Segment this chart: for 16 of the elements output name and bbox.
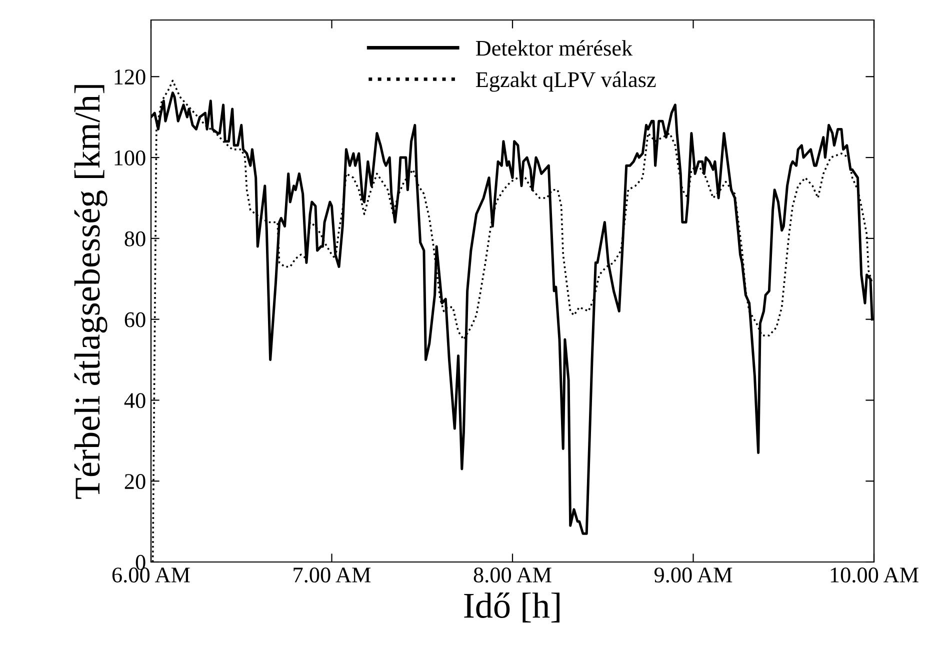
y-tick-label: 120 <box>114 70 146 85</box>
y-tick-label: 0 <box>136 554 146 570</box>
x-tick-label: 6.00 AM <box>112 568 190 583</box>
legend-label: Detektor mérések <box>476 40 633 56</box>
y-tick-label: 40 <box>124 393 146 408</box>
x-axis-title: Idő [h] <box>464 592 560 622</box>
x-tick-label: 8.00 AM <box>474 568 552 583</box>
y-tick-label: 60 <box>124 312 146 328</box>
y-tick-label: 80 <box>124 231 146 246</box>
x-tick-label: 10.00 AM <box>830 568 918 583</box>
x-tick-label: 7.00 AM <box>294 568 371 583</box>
legend-label: Egzakt qLPV válasz <box>476 72 656 92</box>
x-tick-label: 9.00 AM <box>654 568 732 583</box>
y-tick-label: 20 <box>124 474 146 490</box>
y-tick-label: 100 <box>114 150 146 166</box>
y-axis-title: Térbeli átlagsebesség [km/h] <box>74 85 108 499</box>
